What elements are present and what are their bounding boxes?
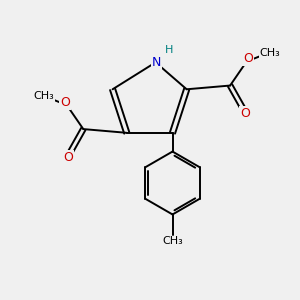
Text: O: O	[60, 96, 70, 109]
Text: CH₃: CH₃	[162, 236, 183, 246]
Text: N: N	[152, 56, 161, 69]
Text: O: O	[240, 107, 250, 121]
Text: O: O	[63, 151, 73, 164]
Text: H: H	[165, 45, 173, 55]
Text: CH₃: CH₃	[260, 48, 280, 58]
Text: CH₃: CH₃	[33, 91, 54, 101]
Text: O: O	[243, 52, 253, 65]
